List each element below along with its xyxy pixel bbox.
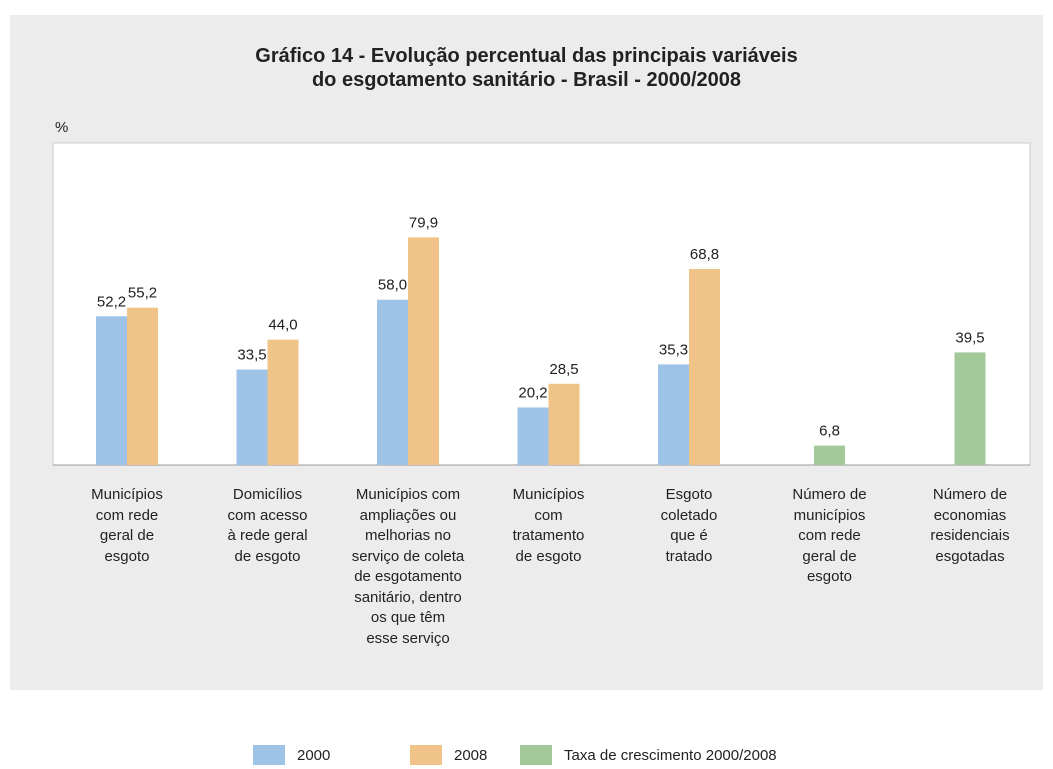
data-label: 52,2 <box>97 293 126 310</box>
data-label: 33,5 <box>237 347 266 364</box>
bar <box>236 369 268 465</box>
chart-title: Gráfico 14 - Evolução percentual das pri… <box>255 45 798 91</box>
data-label: 79,9 <box>409 214 438 231</box>
x-tick-label: Número de economias residenciais esgotad… <box>930 486 1010 565</box>
bar <box>814 445 845 465</box>
bar <box>517 407 549 465</box>
data-label: 35,3 <box>659 341 688 358</box>
bar <box>267 339 299 465</box>
legend-swatch <box>253 745 285 765</box>
data-label: 20,2 <box>518 384 547 401</box>
bar <box>96 316 127 465</box>
bar <box>954 352 986 465</box>
bar <box>377 299 408 465</box>
bar <box>689 268 720 465</box>
data-label: 44,0 <box>268 317 297 334</box>
x-tick-label: Municípios com ampliações ou melhorias n… <box>351 486 465 647</box>
bar <box>658 364 689 465</box>
bar <box>408 237 439 465</box>
x-tick-label: Municípios com tratamento de esgoto <box>512 486 585 565</box>
legend-label: 2000 <box>297 747 330 764</box>
legend-swatch <box>520 745 552 765</box>
data-label: 39,5 <box>955 329 984 346</box>
data-label: 55,2 <box>128 285 157 302</box>
data-label: 58,0 <box>378 277 407 294</box>
bar <box>548 383 580 465</box>
data-label: 6,8 <box>819 423 840 440</box>
x-tick-label: Número de municípios com rede geral de e… <box>792 486 867 585</box>
legend-swatch <box>410 745 442 765</box>
x-tick-label: Esgoto coletado que é tratado <box>660 486 718 565</box>
legend-label: Taxa de crescimento 2000/2008 <box>564 747 777 764</box>
x-tick-label: Municípios com rede geral de esgoto <box>91 486 163 565</box>
y-axis-label: % <box>55 119 68 136</box>
data-label: 68,8 <box>690 246 719 263</box>
x-tick-label: Domicílios com acesso à rede geral de es… <box>227 486 308 565</box>
legend-label: 2008 <box>454 747 487 764</box>
data-label: 28,5 <box>549 361 578 378</box>
bar <box>127 307 158 465</box>
